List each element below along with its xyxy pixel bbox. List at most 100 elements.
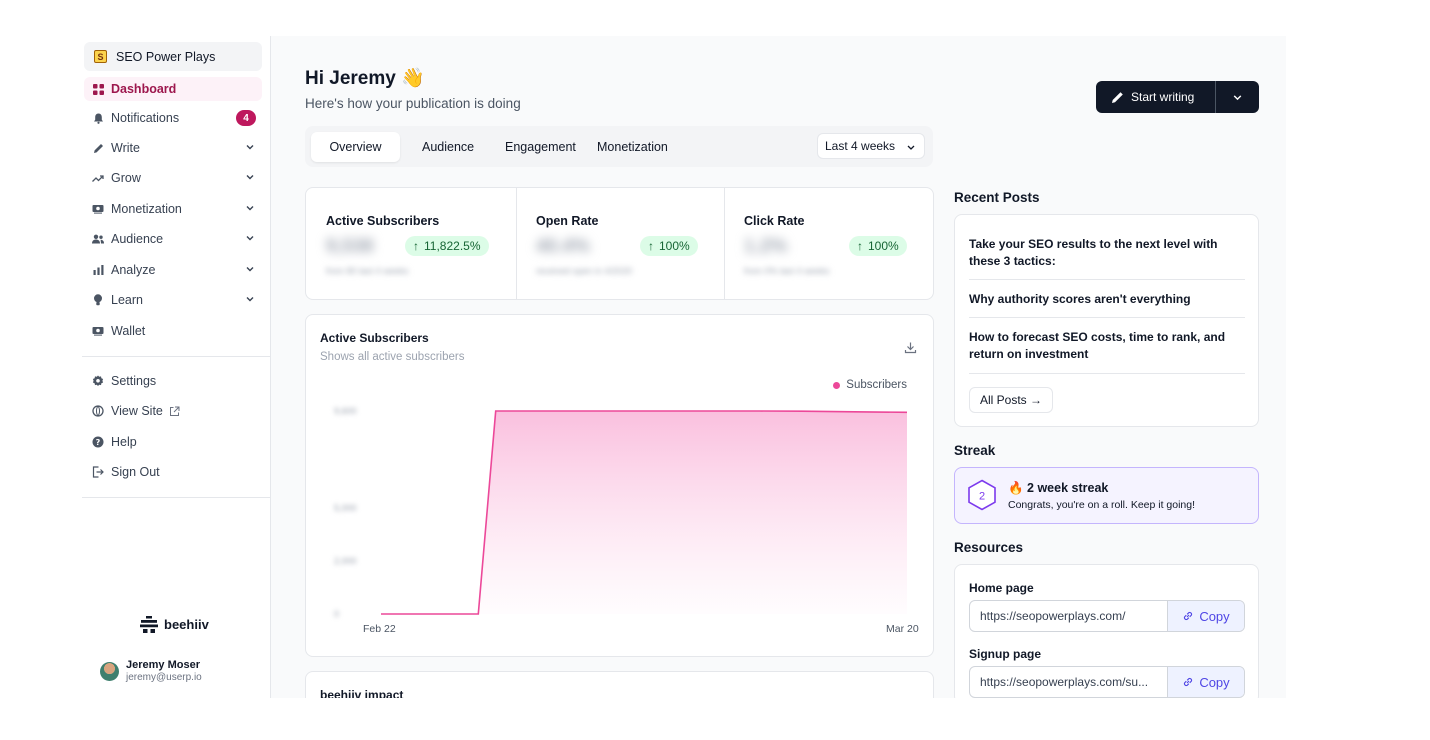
legend-swatch [833, 381, 841, 389]
resource-home-page-row: https://seopowerplays.com/ Copy [969, 600, 1245, 632]
main-content: Hi Jeremy 👋 Here's how your publication … [271, 36, 1286, 698]
money-icon [92, 203, 104, 215]
tab-audience[interactable]: Audience [422, 140, 475, 154]
home-page-url-field[interactable]: https://seopowerplays.com/ [980, 609, 1126, 623]
stat-divider [516, 188, 517, 299]
stat-value: 1.2% [744, 236, 788, 257]
tab-engagement[interactable]: Engagement [505, 140, 576, 154]
sidebar-item-label: Analyze [111, 263, 156, 277]
recent-post-link[interactable]: How to forecast SEO costs, time to rank,… [969, 330, 1226, 361]
sidebar-item-wallet[interactable]: Wallet [84, 319, 262, 343]
start-writing-button[interactable]: Start writing [1096, 81, 1216, 113]
users-icon [92, 233, 104, 245]
sign-out-icon [92, 466, 104, 478]
chevron-down-icon [246, 175, 254, 180]
sidebar-item-notifications[interactable]: Notifications 4 [84, 106, 262, 130]
download-icon[interactable] [904, 341, 917, 354]
copy-home-page-button[interactable]: Copy [1167, 601, 1244, 631]
sidebar-item-write[interactable]: Write [84, 136, 262, 160]
post-divider [969, 373, 1245, 374]
user-name: Jeremy Moser [126, 659, 200, 671]
stat-value: 9,538 [326, 236, 374, 257]
stats-card: Active Subscribers 9,538 ↑ 11,822.5% from… [305, 187, 934, 300]
stat-delta-badge: ↑ 100% [849, 236, 907, 256]
svg-text:?: ? [96, 438, 101, 447]
sidebar-item-label: Audience [111, 232, 164, 246]
x-axis-label-end: Mar 20 [886, 623, 919, 635]
avatar [100, 662, 119, 681]
stat-delta: 11,822.5% [424, 239, 481, 253]
start-writing-button-group: Start writing [1096, 81, 1259, 113]
pencil-icon [1112, 91, 1123, 103]
legend-label: Subscribers [846, 379, 907, 391]
chevron-down-icon [246, 145, 254, 150]
page-subtitle: Here's how your publication is doing [305, 96, 521, 111]
sidebar-item-label: Sign Out [111, 465, 160, 479]
copy-label: Copy [1199, 674, 1230, 690]
bell-icon [92, 112, 104, 124]
sidebar-item-dashboard[interactable]: Dashboard [84, 77, 262, 101]
copy-label: Copy [1199, 608, 1230, 624]
sidebar-item-view-site[interactable]: View Site [84, 399, 262, 423]
signup-page-url-field[interactable]: https://seopowerplays.com/su... [980, 675, 1149, 689]
publication-logo: S [94, 50, 107, 63]
impact-title: beehiiv impact [320, 688, 404, 698]
all-posts-button[interactable]: All Posts → [969, 387, 1054, 413]
tab-monetization[interactable]: Monetization [597, 140, 668, 154]
stat-delta-badge: ↑ 11,822.5% [405, 236, 489, 256]
streak-hexagon-icon: 2 [968, 479, 996, 511]
sidebar-item-grow[interactable]: Grow [84, 166, 262, 190]
start-writing-dropdown[interactable] [1216, 92, 1259, 103]
sidebar-item-analyze[interactable]: Analyze [84, 258, 262, 282]
sidebar-item-learn[interactable]: Learn [84, 288, 262, 312]
chart-legend: Subscribers [833, 379, 907, 391]
stat-delta: 100% [868, 239, 899, 253]
beehiiv-logo[interactable]: beehiiv [140, 616, 209, 633]
grid-icon [92, 83, 104, 95]
trend-icon [92, 172, 104, 184]
copy-signup-page-button[interactable]: Copy [1167, 667, 1244, 697]
date-range-select[interactable]: Last 4 weeks [817, 133, 925, 159]
bulb-icon [92, 294, 104, 306]
stat-delta: 100% [659, 239, 690, 253]
sidebar-item-label: Monetization [111, 202, 182, 216]
stat-value: 40.4% [536, 236, 590, 257]
sidebar-item-label: View Site [111, 404, 163, 418]
chevron-down-icon [246, 267, 254, 272]
gear-icon [92, 375, 104, 387]
stat-active-subscribers: Active Subscribers 9,538 ↑ 11,822.5% from… [306, 188, 516, 299]
user-profile[interactable]: Jeremy Moser jeremy@userp.io [100, 659, 202, 684]
sidebar-item-monetization[interactable]: Monetization [84, 197, 262, 221]
recent-post-link[interactable]: Why authority scores aren't everything [969, 292, 1191, 306]
arrow-up-icon: ↑ [413, 239, 419, 253]
sidebar-item-settings[interactable]: Settings [84, 369, 262, 393]
resource-label: Home page [969, 581, 1034, 595]
publication-name: SEO Power Plays [116, 49, 216, 64]
stat-note: from 80 last 4 weeks [326, 266, 409, 276]
sidebar-item-label: Notifications [111, 111, 180, 125]
y-axis-tick-label: 0 [334, 609, 340, 619]
resources-heading: Resources [954, 540, 1024, 555]
streak-subtitle: Congrats, you're on a roll. Keep it goin… [1008, 499, 1196, 511]
sidebar-item-label: Learn [111, 293, 143, 307]
page-title: Hi Jeremy 👋 [305, 68, 425, 89]
sidebar-divider [82, 356, 270, 357]
chevron-down-icon [246, 206, 254, 211]
arrow-up-icon: ↑ [857, 239, 863, 253]
post-divider [969, 279, 1245, 280]
sidebar-item-help[interactable]: ? Help [84, 430, 262, 454]
tab-overview[interactable]: Overview [311, 132, 400, 162]
start-writing-label: Start writing [1131, 90, 1195, 104]
beehiiv-impact-card: beehiiv impact [305, 671, 934, 698]
y-axis-tick-label: 2,000 [334, 556, 357, 566]
sidebar-item-sign-out[interactable]: Sign Out [84, 460, 262, 484]
publication-switcher[interactable]: S SEO Power Plays [84, 42, 262, 71]
stat-note: received open in 4/2020 [536, 266, 633, 276]
resource-signup-page-row: https://seopowerplays.com/su... Copy [969, 666, 1245, 698]
link-icon [1184, 611, 1193, 621]
chevron-down-icon [246, 297, 254, 302]
stat-open-rate: Open Rate 40.4% ↑ 100% received open in 4… [516, 188, 724, 299]
brand-name: beehiiv [164, 617, 209, 632]
sidebar-item-audience[interactable]: Audience [84, 227, 262, 251]
recent-post-link[interactable]: Take your SEO results to the next level … [969, 237, 1218, 268]
